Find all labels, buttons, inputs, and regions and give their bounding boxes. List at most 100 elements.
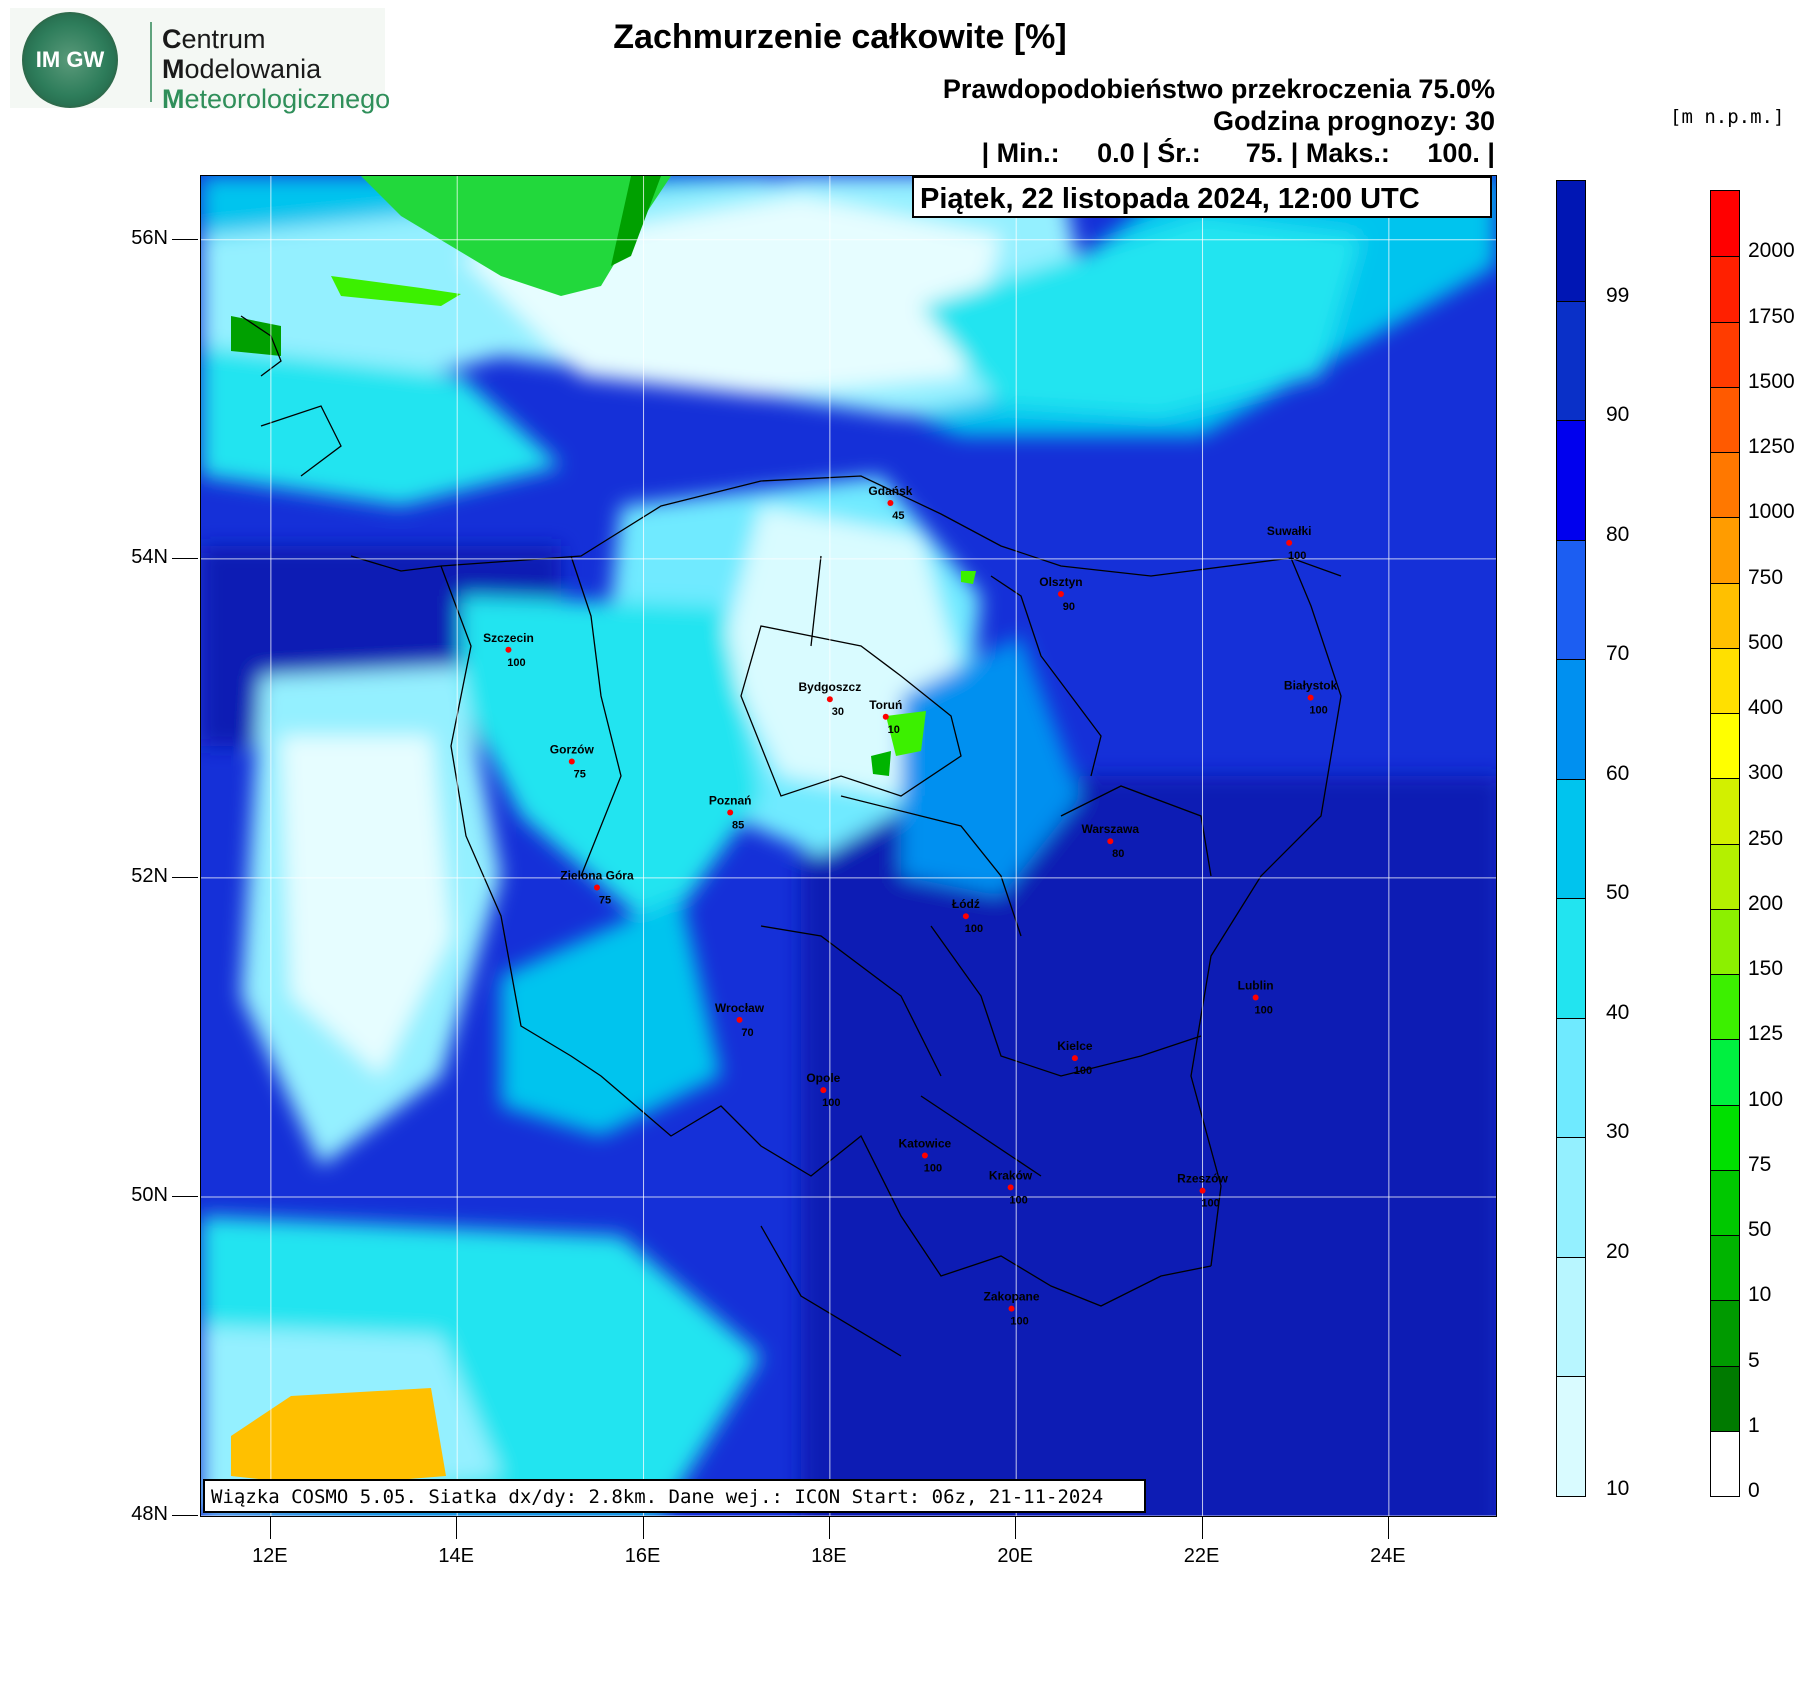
- lon-label: 12E: [252, 1545, 288, 1567]
- lat-tick: [172, 557, 198, 559]
- city-name: Suwałki: [1267, 524, 1312, 538]
- lon-label: 20E: [997, 1545, 1033, 1567]
- lat-label: 48N: [131, 1503, 168, 1525]
- lat-label: 56N: [131, 226, 168, 249]
- city-value: 100: [1201, 1198, 1219, 1210]
- probability-label: Prawdopodobieństwo przekroczenia 75.0%: [942, 74, 1495, 104]
- lon-tick: [642, 1517, 644, 1539]
- elevation-colorbar-label: 1250: [1748, 435, 1795, 458]
- cloud-colorbar-segment: [1557, 778, 1585, 900]
- cloud-colorbar-label: 70: [1606, 642, 1630, 666]
- land-patch-islands: [331, 276, 461, 306]
- city-dot: [826, 696, 833, 703]
- elevation-colorbar-segment: [1711, 778, 1739, 845]
- lon-tick: [1015, 1517, 1017, 1539]
- elevation-colorbar-label: 100: [1748, 1087, 1784, 1111]
- valid-date-label: Piątek, 22 listopada 2024, 12:00 UTC: [912, 176, 1492, 218]
- lat-tick: [172, 876, 198, 878]
- city-dot: [1007, 1184, 1014, 1191]
- lon-tick: [1387, 1517, 1389, 1539]
- city-value: 100: [1254, 1005, 1272, 1017]
- elevation-colorbar-segment: [1711, 256, 1739, 323]
- elevation-colorbar-label: 250: [1748, 826, 1784, 850]
- city-name: Bydgoszcz: [799, 680, 862, 694]
- city-dot: [887, 500, 894, 507]
- city-name: Warszawa: [1081, 822, 1139, 836]
- elevation-colorbar-segment: [1711, 974, 1739, 1041]
- elevation-colorbar-label: 500: [1748, 630, 1784, 654]
- city-name: Gorzów: [550, 742, 595, 756]
- alps-elevation-patch: [231, 1388, 446, 1486]
- city-dot: [1057, 590, 1064, 597]
- city-name: Białystok: [1284, 679, 1338, 693]
- cloud-colorbar-label: 99: [1606, 283, 1630, 307]
- cloud-colorbar-segment: [1557, 898, 1585, 1019]
- elevation-unit-label: [m n.p.m.]: [1670, 106, 1785, 128]
- elevation-colorbar-segment: [1711, 1300, 1739, 1367]
- city-value: 45: [892, 510, 904, 522]
- city-value: 85: [732, 820, 744, 832]
- city-dot: [505, 646, 512, 653]
- map-title: Zachmurzenie całkowite [%]: [613, 18, 1067, 56]
- elevation-colorbar-label: 400: [1748, 696, 1784, 719]
- city-name: Wrocław: [715, 1001, 765, 1015]
- map-gridlines: [201, 176, 1496, 1516]
- cloud-colorbar-label: 90: [1606, 403, 1630, 427]
- city-dot: [593, 884, 600, 891]
- logo-line-1: Centrum: [162, 24, 266, 54]
- city-value: 75: [599, 894, 611, 906]
- city-value: 100: [924, 1162, 942, 1174]
- elevation-colorbar-label: 1750: [1748, 304, 1795, 328]
- city-dot: [921, 1152, 928, 1159]
- land-patch-coast: [611, 176, 661, 266]
- imgw-logo: IM GW Centrum Modelowania Meteorologiczn…: [10, 8, 390, 114]
- elevation-colorbar-segment: [1711, 713, 1739, 780]
- city-dot: [962, 913, 969, 920]
- lon-tick: [828, 1517, 830, 1539]
- city-name: Olsztyn: [1039, 575, 1082, 589]
- logo-line-2: Modelowania: [162, 54, 322, 84]
- elevation-colorbar-segment: [1711, 908, 1739, 975]
- elevation-colorbar-label: 1500: [1748, 369, 1795, 393]
- city-value: 30: [832, 706, 844, 718]
- lon-label: 14E: [438, 1545, 474, 1567]
- elevation-colorbar-label: 750: [1748, 565, 1784, 589]
- cloud-colorbar-label: 60: [1606, 761, 1630, 785]
- lon-tick: [1201, 1517, 1203, 1539]
- city-name: Szczecin: [483, 631, 534, 645]
- city-dot: [882, 713, 889, 720]
- lat-tick: [172, 1515, 198, 1516]
- map-canvas: Gdańsk 45 Suwałki 100 Olsztyn 90 Szczecin 100 By…: [201, 176, 1496, 1516]
- city-dot: [727, 809, 734, 816]
- imgw-emblem: IM GW: [22, 12, 118, 108]
- cloud-colorbar-segment: [1557, 1137, 1585, 1258]
- cloud-colorbar-segment: [1557, 539, 1585, 661]
- map-borders: [240, 315, 1342, 1357]
- city-dot: [1107, 838, 1114, 845]
- elevation-colorbar-label: 150: [1748, 957, 1784, 980]
- land-patch-sweden: [361, 176, 671, 296]
- elevation-colorbar-segment: [1711, 1430, 1739, 1496]
- elevation-colorbar-segment: [1711, 386, 1739, 453]
- city-dot: [1307, 694, 1314, 701]
- elevation-colorbar: [1710, 190, 1740, 1497]
- elevation-colorbar-segment: [1711, 191, 1739, 258]
- city-name: Toruń: [869, 698, 902, 712]
- cloud-colorbar-segment: [1557, 1376, 1585, 1496]
- elevation-colorbar-label: 200: [1748, 891, 1784, 915]
- lon-tick: [269, 1517, 271, 1539]
- city-dot: [1286, 539, 1293, 546]
- lat-label: 52N: [131, 864, 168, 887]
- elevation-colorbar-label: 125: [1748, 1022, 1784, 1046]
- lon-tick: [456, 1517, 458, 1539]
- cloud-colorbar-segment: [1557, 1017, 1585, 1139]
- land-patch-denmark: [231, 316, 281, 356]
- elevation-colorbar-segment: [1711, 1104, 1739, 1171]
- city-value: 100: [507, 657, 525, 669]
- elevation-colorbar-segment: [1711, 1365, 1739, 1432]
- lat-tick: [172, 1195, 198, 1197]
- lon-label: 24E: [1370, 1545, 1406, 1567]
- elevation-colorbar-segment: [1711, 843, 1739, 910]
- city-dot: [568, 758, 575, 765]
- elevation-colorbar-label: 1000: [1748, 500, 1795, 524]
